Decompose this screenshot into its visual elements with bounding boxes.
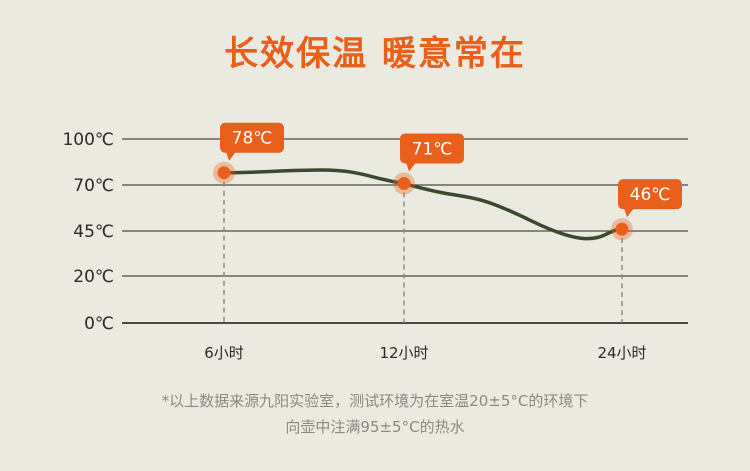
x-tick-label: 6小时 (204, 344, 244, 362)
x-tick-label: 12小时 (379, 344, 428, 362)
data-label: 71℃ (412, 139, 453, 159)
data-point (217, 166, 231, 180)
data-label-bubble (400, 133, 464, 164)
data-label-pointer (226, 151, 236, 161)
data-label: 78℃ (232, 129, 273, 149)
y-tick-label: 0℃ (84, 314, 114, 334)
chart-title: 长效保温 暖意常在 (224, 34, 526, 74)
data-label-pointer (406, 162, 416, 172)
data-label-bubble (618, 179, 682, 210)
data-point (615, 222, 629, 236)
data-label-pointer (624, 208, 634, 218)
data-label: 46℃ (630, 185, 671, 205)
y-tick-label: 20℃ (73, 267, 114, 287)
footnote: *以上数据来源九阳实验室，测试环境为在室温20±5°C的环境下 向壶中注满95±… (0, 388, 750, 440)
footnote-line-2: 向壶中注满95±5°C的热水 (285, 418, 465, 436)
data-label-bubble (220, 122, 284, 153)
x-tick-label: 24小时 (597, 344, 646, 362)
footnote-line-1: *以上数据来源九阳实验室，测试环境为在室温20±5°C的环境下 (161, 392, 589, 410)
y-tick-label: 70℃ (73, 176, 114, 196)
series-line (222, 168, 624, 241)
y-tick-label: 100℃ (62, 130, 114, 150)
data-point (397, 176, 411, 190)
y-tick-label: 45℃ (73, 222, 114, 242)
